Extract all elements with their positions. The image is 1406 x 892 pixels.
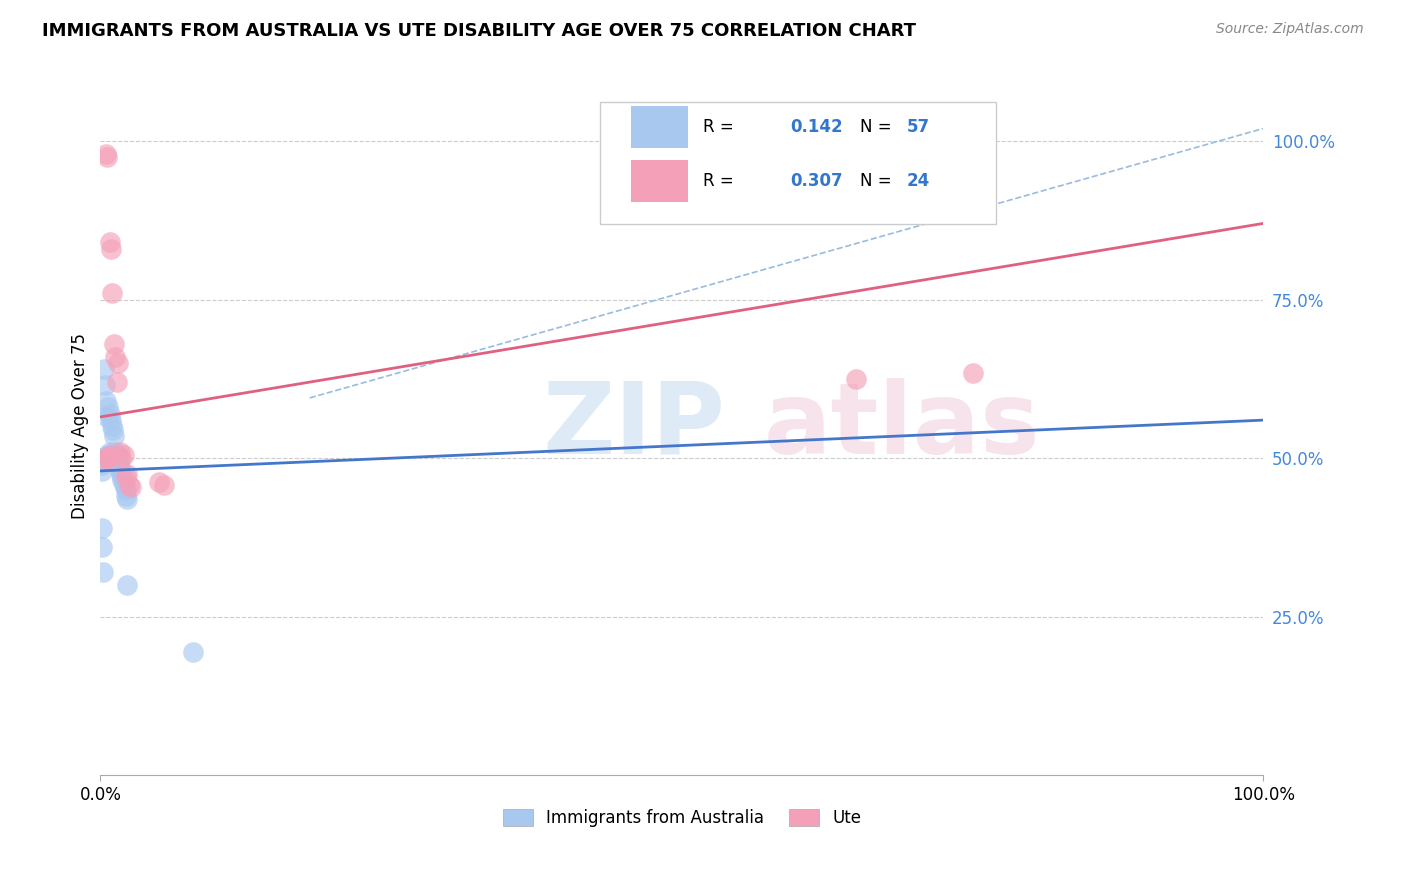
Point [97, 401, 120, 415]
Point [91, 566, 114, 580]
Point [101, 419, 124, 434]
Point [107, 356, 129, 370]
Text: IMMIGRANTS FROM AUSTRALIA VS UTE DISABILITY AGE OVER 75 CORRELATION CHART: IMMIGRANTS FROM AUSTRALIA VS UTE DISABIL… [42, 22, 917, 40]
Point [107, 450, 129, 464]
Point [93, 362, 115, 376]
Text: 0.142: 0.142 [790, 118, 842, 136]
Point [97, 450, 120, 464]
Point [93, 454, 115, 468]
Point [105, 375, 128, 389]
Point [115, 470, 138, 484]
Point [107, 451, 129, 466]
Point [91, 456, 114, 470]
Point [98, 407, 121, 421]
Point [96, 146, 118, 161]
Text: N =: N = [860, 171, 897, 190]
Point [115, 492, 138, 507]
Point [183, 645, 205, 659]
Point [110, 451, 132, 466]
Point [98, 448, 121, 462]
Point [108, 445, 131, 459]
Point [111, 470, 134, 484]
Point [90, 521, 112, 535]
Point [101, 452, 124, 467]
FancyBboxPatch shape [631, 106, 688, 147]
Point [100, 242, 122, 256]
Point [104, 445, 127, 459]
Text: atlas: atlas [763, 378, 1040, 475]
Point [96, 454, 118, 468]
Point [103, 429, 125, 443]
Y-axis label: Disability Age Over 75: Disability Age Over 75 [72, 334, 89, 519]
Point [98, 454, 121, 468]
Point [118, 478, 141, 492]
Text: N =: N = [860, 118, 897, 136]
Point [105, 451, 128, 466]
Text: 57: 57 [907, 118, 929, 136]
Point [114, 480, 136, 494]
Point [962, 366, 984, 380]
Text: Source: ZipAtlas.com: Source: ZipAtlas.com [1216, 22, 1364, 37]
Point [104, 350, 127, 364]
Point [108, 458, 131, 473]
Point [96, 394, 118, 409]
Point [101, 448, 124, 462]
Point [96, 448, 118, 462]
Point [98, 235, 121, 250]
Point [112, 448, 135, 462]
Text: 24: 24 [907, 171, 929, 190]
Point [115, 578, 138, 592]
Point [100, 451, 122, 466]
Point [112, 476, 135, 491]
Point [103, 448, 125, 462]
Text: ZIP: ZIP [543, 378, 725, 475]
Point [105, 448, 128, 462]
Legend: Immigrants from Australia, Ute: Immigrants from Australia, Ute [496, 802, 868, 833]
Point [115, 483, 138, 497]
Point [110, 464, 132, 478]
Text: R =: R = [703, 171, 738, 190]
FancyBboxPatch shape [631, 161, 688, 202]
Point [108, 460, 131, 475]
Point [97, 450, 120, 464]
Point [96, 150, 118, 164]
Point [101, 454, 124, 468]
Point [103, 337, 125, 351]
Text: 0.307: 0.307 [790, 171, 842, 190]
Point [96, 452, 118, 467]
Point [94, 378, 117, 392]
Point [96, 450, 118, 464]
Point [101, 286, 124, 301]
Point [104, 450, 127, 464]
Point [98, 445, 121, 459]
Point [96, 451, 118, 466]
Point [97, 451, 120, 466]
Point [91, 451, 114, 466]
Point [115, 489, 138, 503]
Point [96, 409, 118, 424]
Point [111, 474, 134, 488]
Point [90, 540, 112, 554]
Text: R =: R = [703, 118, 738, 136]
Point [148, 475, 170, 490]
Point [108, 462, 131, 476]
Point [100, 413, 122, 427]
FancyBboxPatch shape [600, 102, 995, 224]
Point [90, 458, 112, 472]
Point [115, 467, 138, 481]
Point [101, 450, 124, 464]
Point [103, 450, 125, 464]
Point [100, 452, 122, 467]
Point [845, 372, 868, 386]
Point [101, 423, 124, 437]
Point [94, 451, 117, 466]
Point [110, 467, 132, 481]
Point [153, 478, 176, 492]
Point [108, 451, 131, 466]
Point [120, 480, 142, 494]
Point [96, 452, 118, 467]
Point [90, 464, 112, 478]
Point [101, 451, 124, 466]
